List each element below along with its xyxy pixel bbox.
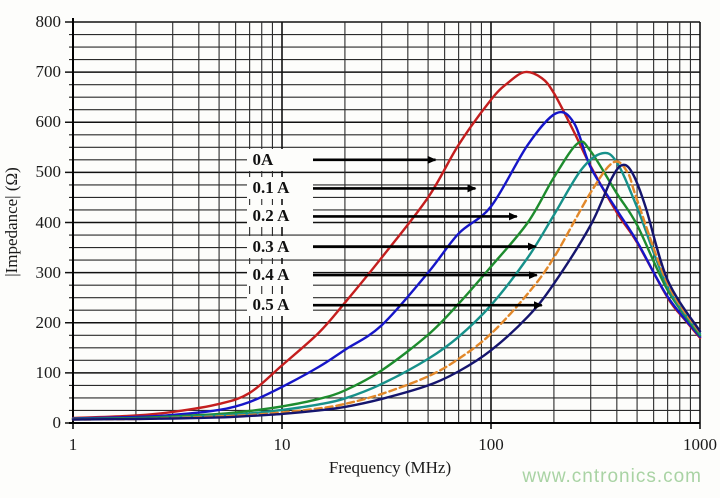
x-axis-title: Frequency (MHz): [328, 458, 452, 477]
y-tick-label: 300: [35, 262, 62, 282]
y-tick-label: 100: [35, 362, 62, 382]
y-tick-label: 200: [35, 312, 62, 332]
series-0A: [71, 70, 702, 420]
y-axis-title: |Impedance| (Ω): [2, 167, 21, 277]
series-02A: [71, 140, 702, 421]
grid-lines: [65, 18, 701, 429]
y-tick-label: 800: [35, 12, 62, 31]
x-tick-label: 1000: [683, 435, 717, 454]
curve-label-05A: 0.5 A: [246, 294, 313, 317]
curve-label-03A: 0.3 A: [246, 235, 313, 258]
series-01A: [71, 110, 702, 420]
watermark-text: www.cntronics.com: [522, 466, 702, 487]
y-tick-label: 700: [35, 62, 62, 82]
y-tick-label: 400: [35, 212, 62, 232]
y-tick-label: 600: [35, 112, 62, 132]
curve-label-01A: 0.1 A: [246, 177, 313, 200]
x-tick-label: 10: [273, 435, 291, 454]
curve-label-0A: 0A: [246, 148, 313, 171]
curve-label-04A: 0.4 A: [246, 264, 313, 287]
x-tick-label: 100: [478, 435, 504, 454]
series-05A: [71, 163, 702, 421]
y-tick-label: 500: [35, 162, 62, 182]
x-tick-label: 1: [68, 435, 78, 454]
curve-label-02A: 0.2 A: [246, 205, 313, 228]
y-tick-label: 0: [52, 413, 62, 432]
